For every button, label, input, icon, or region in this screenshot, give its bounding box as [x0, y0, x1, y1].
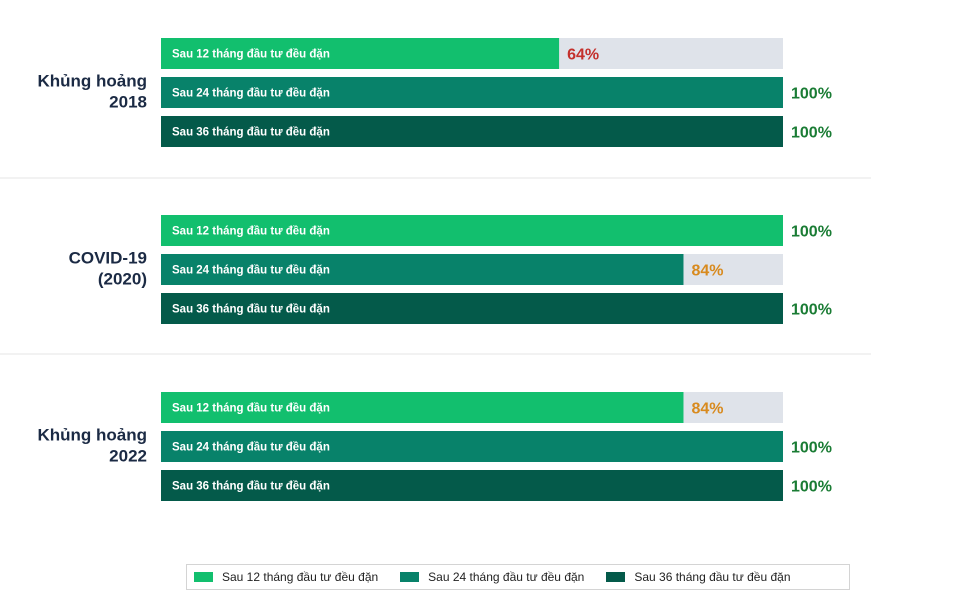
bar	[161, 215, 783, 246]
bar	[161, 293, 783, 324]
bar-label: Sau 36 tháng đầu tư đều đặn	[172, 127, 330, 139]
bar-value-label: 100%	[791, 302, 832, 319]
bar-value-label: 100%	[791, 479, 832, 496]
bar-value-label: 84%	[691, 401, 723, 418]
group-label-line: 2018	[109, 93, 147, 112]
bar-label: Sau 12 tháng đầu tư đều đặn	[172, 49, 330, 61]
bar-value-label: 64%	[567, 47, 599, 64]
group-label-line: Khủng hoảng	[37, 426, 147, 445]
bar-value-label: 84%	[691, 263, 723, 280]
group-label-line: (2020)	[98, 270, 147, 289]
legend-item-36-months: Sau 36 tháng đầu tư đều đặn	[606, 570, 791, 584]
legend-swatch-12-months	[194, 572, 213, 582]
legend-swatch-36-months	[606, 572, 626, 582]
bar-label: Sau 12 tháng đầu tư đều đặn	[172, 226, 330, 238]
legend-item-24-months: Sau 24 tháng đầu tư đều đặn	[400, 570, 584, 584]
bar-label: Sau 24 tháng đầu tư đều đặn	[172, 88, 330, 100]
bar-value-label: 100%	[791, 125, 832, 142]
bar-label: Sau 24 tháng đầu tư đều đặn	[172, 442, 330, 454]
group-label-line: Khủng hoảng	[37, 72, 147, 91]
bar-label: Sau 36 tháng đầu tư đều đặn	[172, 304, 330, 316]
bar-label: Sau 36 tháng đầu tư đều đặn	[172, 481, 330, 493]
bar	[161, 116, 783, 147]
group-label: COVID-19 (2020)	[69, 249, 147, 289]
bar	[161, 392, 684, 423]
legend-swatch-24-months	[400, 572, 420, 582]
bar	[161, 470, 783, 501]
group-label: Khủng hoảng 2018	[37, 72, 147, 112]
bar	[161, 431, 783, 462]
bar-label: Sau 24 tháng đầu tư đều đặn	[172, 265, 330, 277]
bar	[161, 254, 684, 285]
legend-label-12-months: Sau 12 tháng đầu tư đều đặn	[222, 570, 379, 584]
bar-label: Sau 12 tháng đầu tư đều đặn	[172, 403, 330, 415]
bar	[161, 77, 783, 108]
bar	[161, 38, 560, 69]
chart-legend: Sau 12 tháng đầu tư đều đặn Sau 24 tháng…	[186, 564, 850, 590]
group-label: Khủng hoảng 2022	[37, 426, 147, 466]
legend-label-24-months: Sau 24 tháng đầu tư đều đặn	[428, 570, 585, 584]
legend-label-36-months: Sau 36 tháng đầu tư đều đặn	[634, 570, 791, 584]
bar-value-label: 100%	[791, 224, 832, 241]
legend-item-12-months: Sau 12 tháng đầu tư đều đặn	[194, 570, 378, 584]
bar-chart: Khủng hoảng 2018 Sau 12 tháng đầu tư đều đ…	[0, 38, 871, 501]
group-label-line: 2022	[109, 447, 147, 466]
group-label-line: COVID-19	[69, 249, 147, 268]
bar-value-label: 100%	[791, 440, 832, 457]
bar-value-label: 100%	[791, 86, 832, 103]
